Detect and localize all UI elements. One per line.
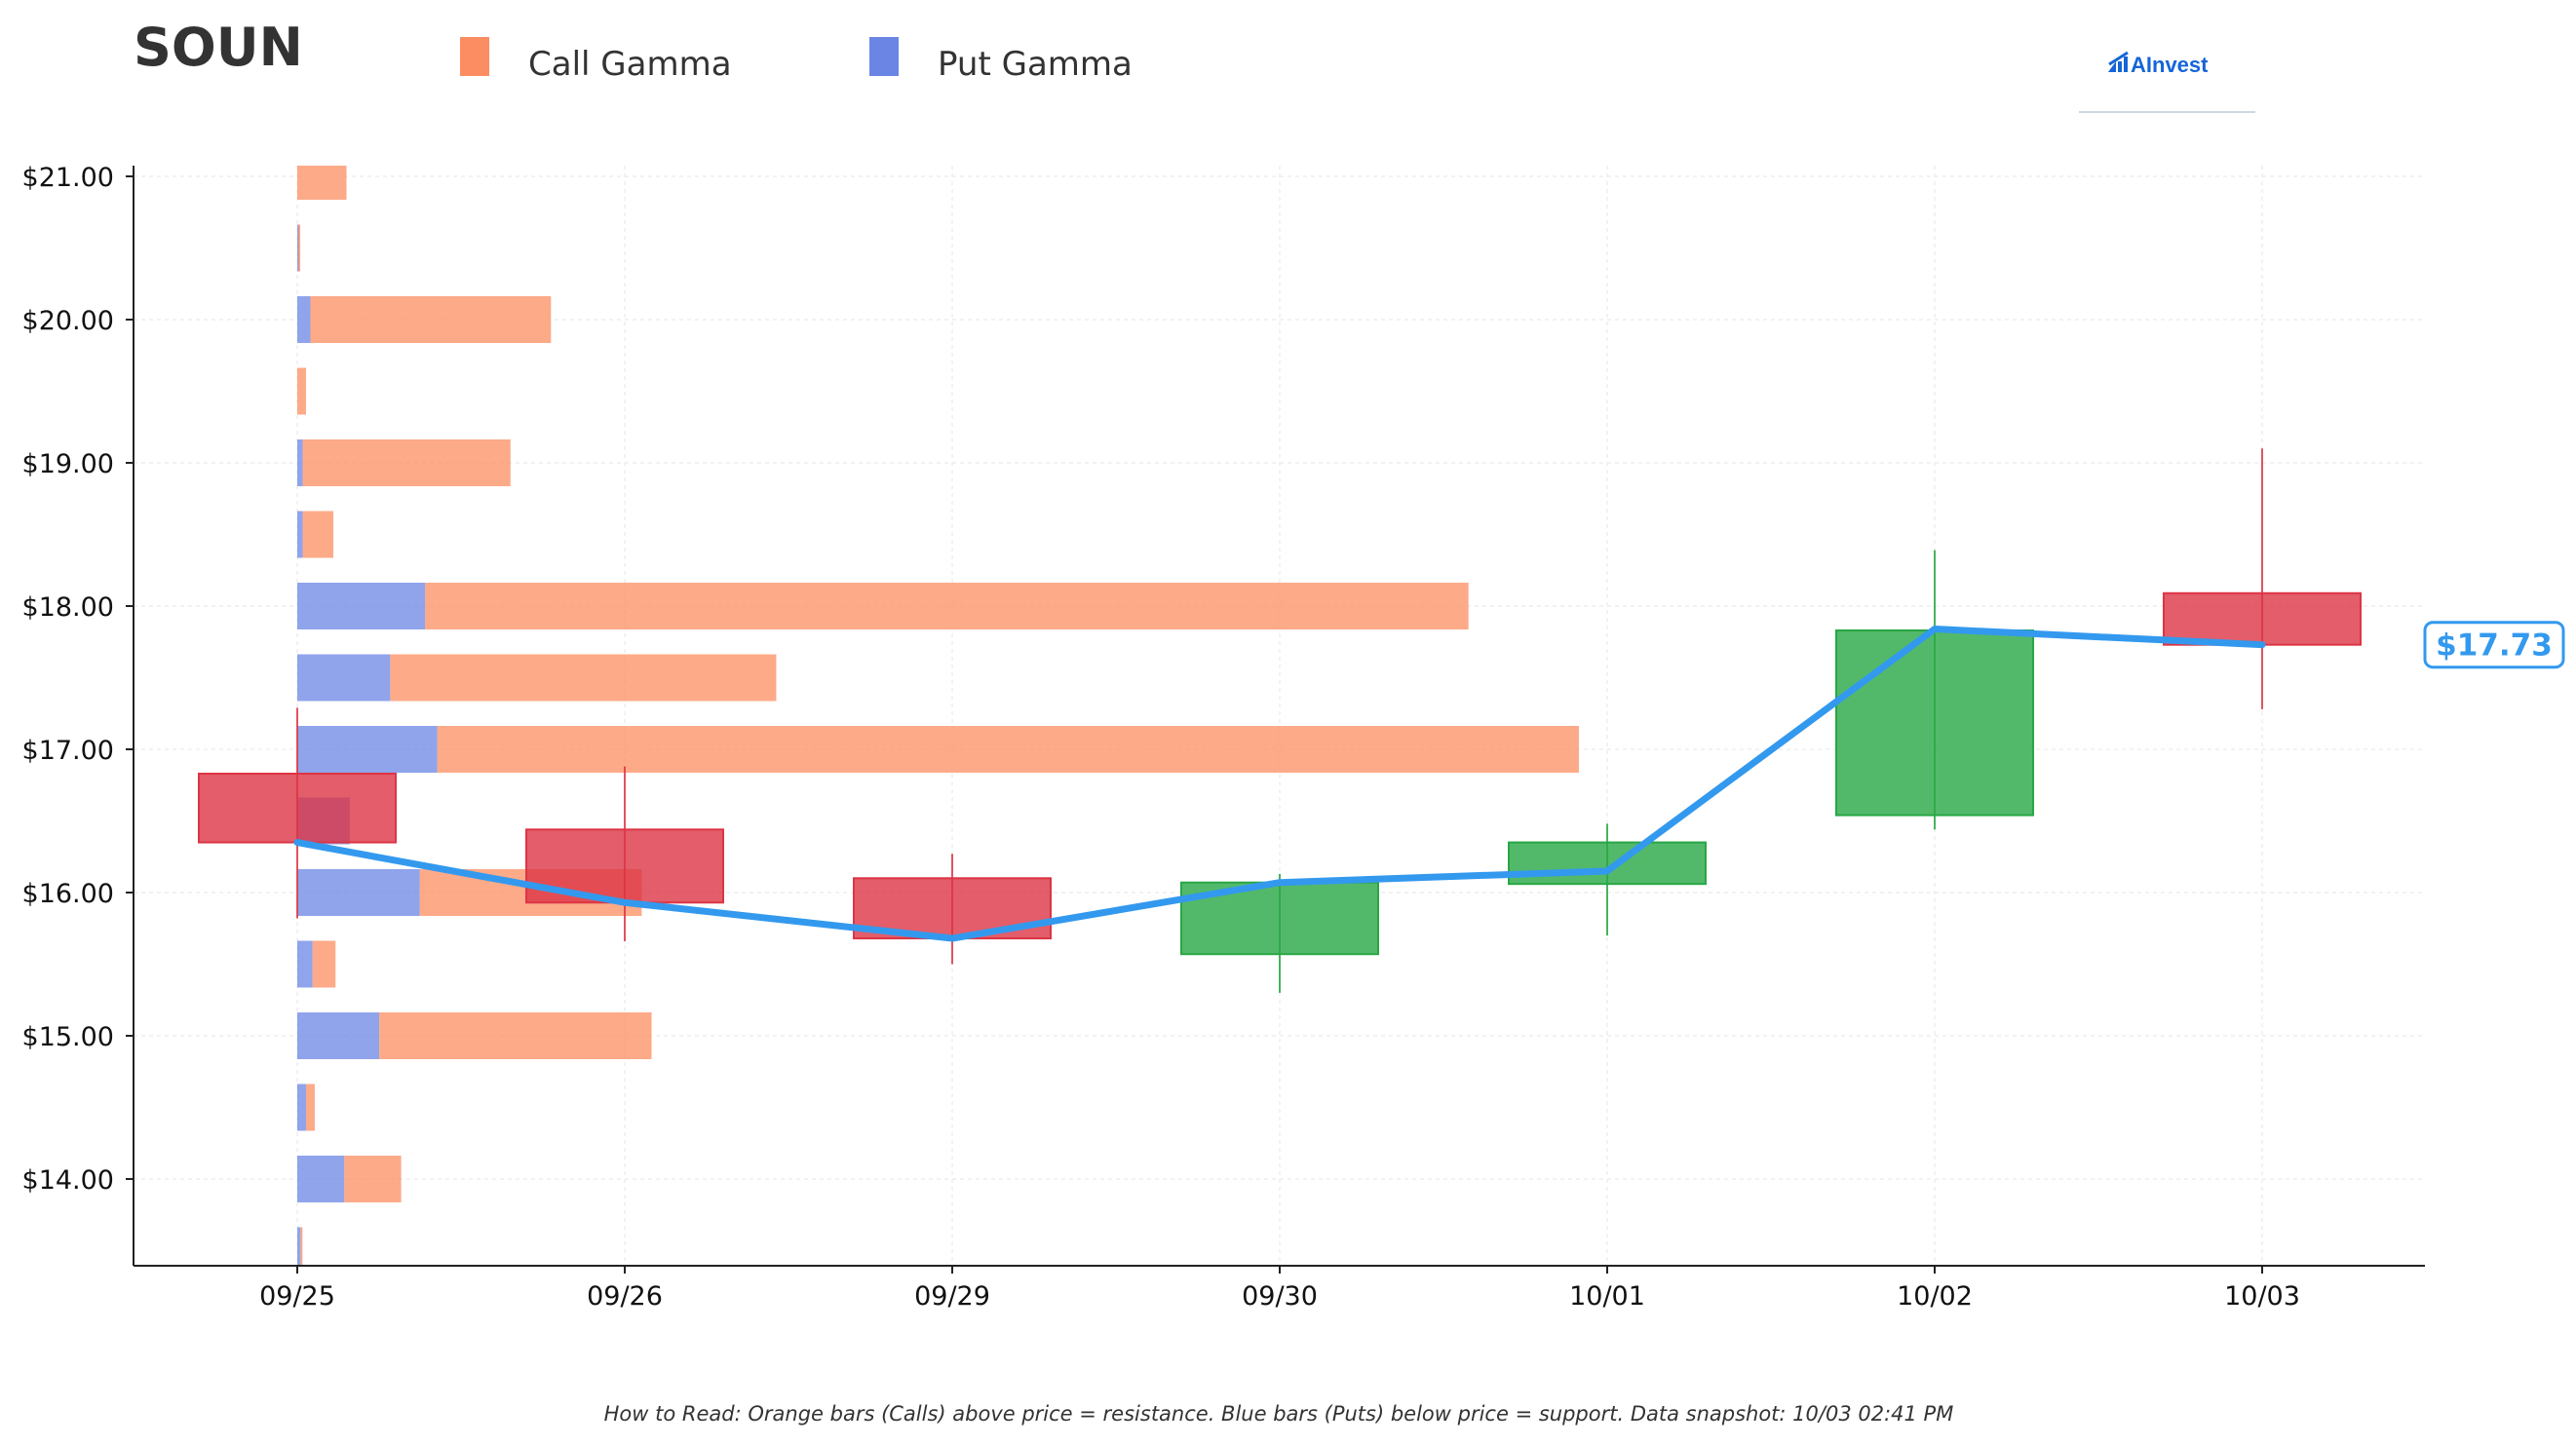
close-line-layer (293, 626, 2266, 942)
y-tick-label: $20.00 (22, 306, 114, 336)
put-gamma-bar (297, 1084, 306, 1131)
put-gamma-bar (297, 940, 313, 988)
x-tick-label: 09/25 (259, 1281, 335, 1312)
y-tick-label: $19.00 (22, 449, 114, 479)
candle-body-up (1508, 841, 1707, 886)
call-gamma-bar (302, 511, 334, 558)
put-gamma-bar (297, 726, 438, 773)
candles (198, 448, 2362, 993)
axes: $14.00 $15.00 $16.00 $17.00 $18.00 $19.00 $20.… (22, 163, 2425, 1312)
logo-text: AInvest (2131, 53, 2209, 77)
y-tick-label: $18.00 (22, 592, 114, 623)
x-tick-label: 10/01 (1569, 1281, 1645, 1312)
call-gamma-bar (310, 296, 552, 343)
call-gamma-bar (305, 1084, 315, 1131)
logo-mark-icon (2108, 51, 2129, 72)
gamma-bars (297, 166, 1579, 1266)
y-tick-label: $16.00 (22, 879, 114, 909)
legend-put-swatch (869, 37, 899, 76)
candle-body-down (2163, 591, 2362, 646)
legend-call-swatch (460, 37, 489, 76)
price-tag-box (2423, 621, 2565, 669)
call-gamma-bar (379, 1012, 652, 1059)
put-gamma-bar (297, 583, 426, 629)
call-gamma-bar (297, 166, 347, 200)
put-gamma-bar (297, 1012, 380, 1059)
legend: Call Gamma Put Gamma (460, 37, 1133, 84)
put-gamma-bar (297, 869, 420, 916)
chart-title: SOUN (134, 17, 303, 78)
x-tick-label: 09/30 (1242, 1281, 1318, 1312)
put-gamma-bar (297, 654, 391, 702)
x-tick-label: 10/02 (1897, 1281, 1973, 1312)
call-gamma-bar (298, 224, 301, 272)
call-gamma-bar (344, 1156, 402, 1202)
ainvest-logo: AInvest (2079, 51, 2255, 113)
call-gamma-bar (297, 367, 306, 415)
x-tick-label: 09/26 (587, 1281, 663, 1312)
legend-call-label: Call Gamma (528, 45, 732, 84)
footer-note: How to Read: Orange bars (Calls) above p… (604, 1402, 1954, 1426)
x-tick-label: 09/29 (914, 1281, 990, 1312)
put-gamma-bar (297, 511, 303, 558)
put-gamma-bar (297, 439, 303, 486)
call-gamma-bar (425, 583, 1469, 629)
put-gamma-bar (297, 224, 299, 272)
price-tag: $17.73 (2423, 621, 2565, 669)
call-gamma-bar (312, 940, 336, 988)
put-gamma-bar (297, 1156, 345, 1202)
y-tick-label: $14.00 (22, 1165, 114, 1196)
y-tick-label: $21.00 (22, 163, 114, 193)
y-tick-label: $15.00 (22, 1022, 114, 1052)
x-tick-label: 10/03 (2224, 1281, 2300, 1312)
call-gamma-bar (300, 1227, 303, 1266)
call-gamma-bar (437, 726, 1579, 773)
put-gamma-bar (297, 1227, 301, 1266)
y-tick-label: $17.00 (22, 736, 114, 766)
call-gamma-bar (390, 654, 777, 702)
close-price-line (293, 626, 2266, 942)
put-gamma-bar (297, 296, 311, 343)
legend-put-label: Put Gamma (938, 45, 1133, 84)
candle-body-down (198, 772, 397, 844)
candle-body-up (1835, 628, 2034, 817)
price-tag-text: $17.73 (2436, 628, 2553, 664)
call-gamma-bar (302, 439, 511, 486)
